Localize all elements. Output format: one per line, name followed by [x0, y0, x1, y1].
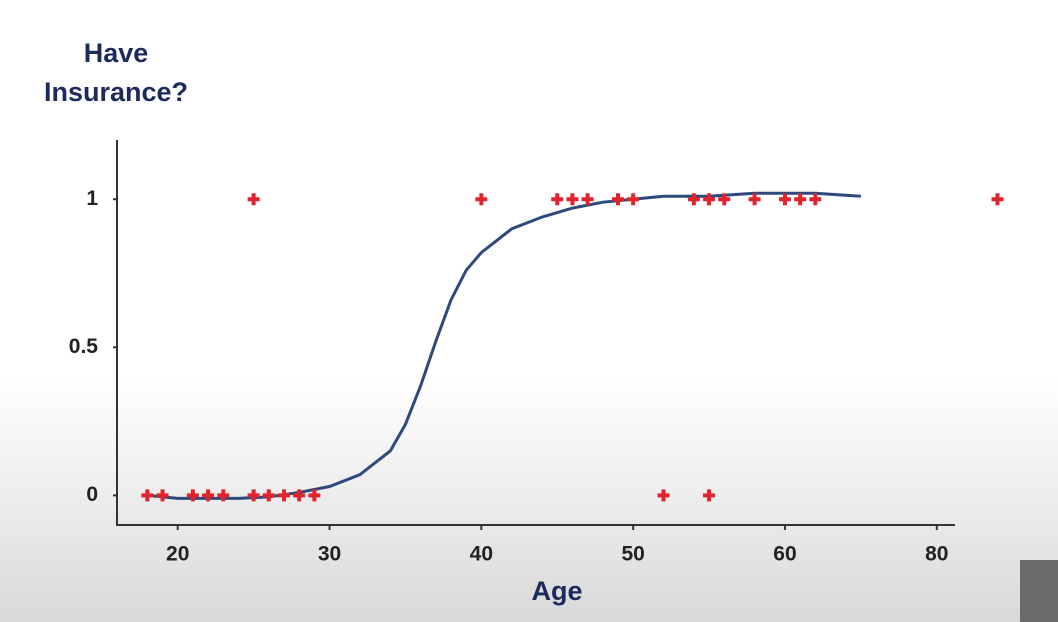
point: [186, 489, 199, 502]
x-tick-label: 60: [773, 543, 796, 566]
point: [141, 489, 154, 502]
point: [475, 193, 488, 206]
overlay-corner: [1020, 560, 1058, 622]
point: [247, 193, 260, 206]
point: [156, 489, 169, 502]
point: [748, 193, 761, 206]
point: [687, 193, 700, 206]
point: [809, 193, 822, 206]
point: [247, 489, 260, 502]
point: [627, 193, 640, 206]
point: [293, 489, 306, 502]
x-tick-label: 20: [166, 543, 189, 566]
point: [657, 489, 670, 502]
point: [581, 193, 594, 206]
point: [794, 193, 807, 206]
point: [611, 193, 624, 206]
x-tick-label: 40: [470, 543, 493, 566]
point: [277, 489, 290, 502]
y-tick-label: 1: [86, 187, 98, 210]
point: [703, 193, 716, 206]
x-tick-label: 80: [925, 543, 948, 566]
y-tick-label: 0: [86, 483, 98, 506]
x-axis-label: Age: [531, 576, 582, 606]
x-tick-label: 30: [318, 543, 341, 566]
y-axis-label: Have Insurance?: [43, 38, 189, 107]
point: [202, 489, 215, 502]
point: [778, 193, 791, 206]
x-tick-label: 50: [621, 543, 644, 566]
point: [262, 489, 275, 502]
fit-curve: [147, 191, 861, 500]
point: [991, 193, 1004, 206]
point: [551, 193, 564, 206]
point: [703, 489, 716, 502]
point: [308, 489, 321, 502]
point: [566, 193, 579, 206]
point: [217, 489, 230, 502]
y-tick-label: 0.5: [69, 335, 99, 358]
point: [718, 193, 731, 206]
